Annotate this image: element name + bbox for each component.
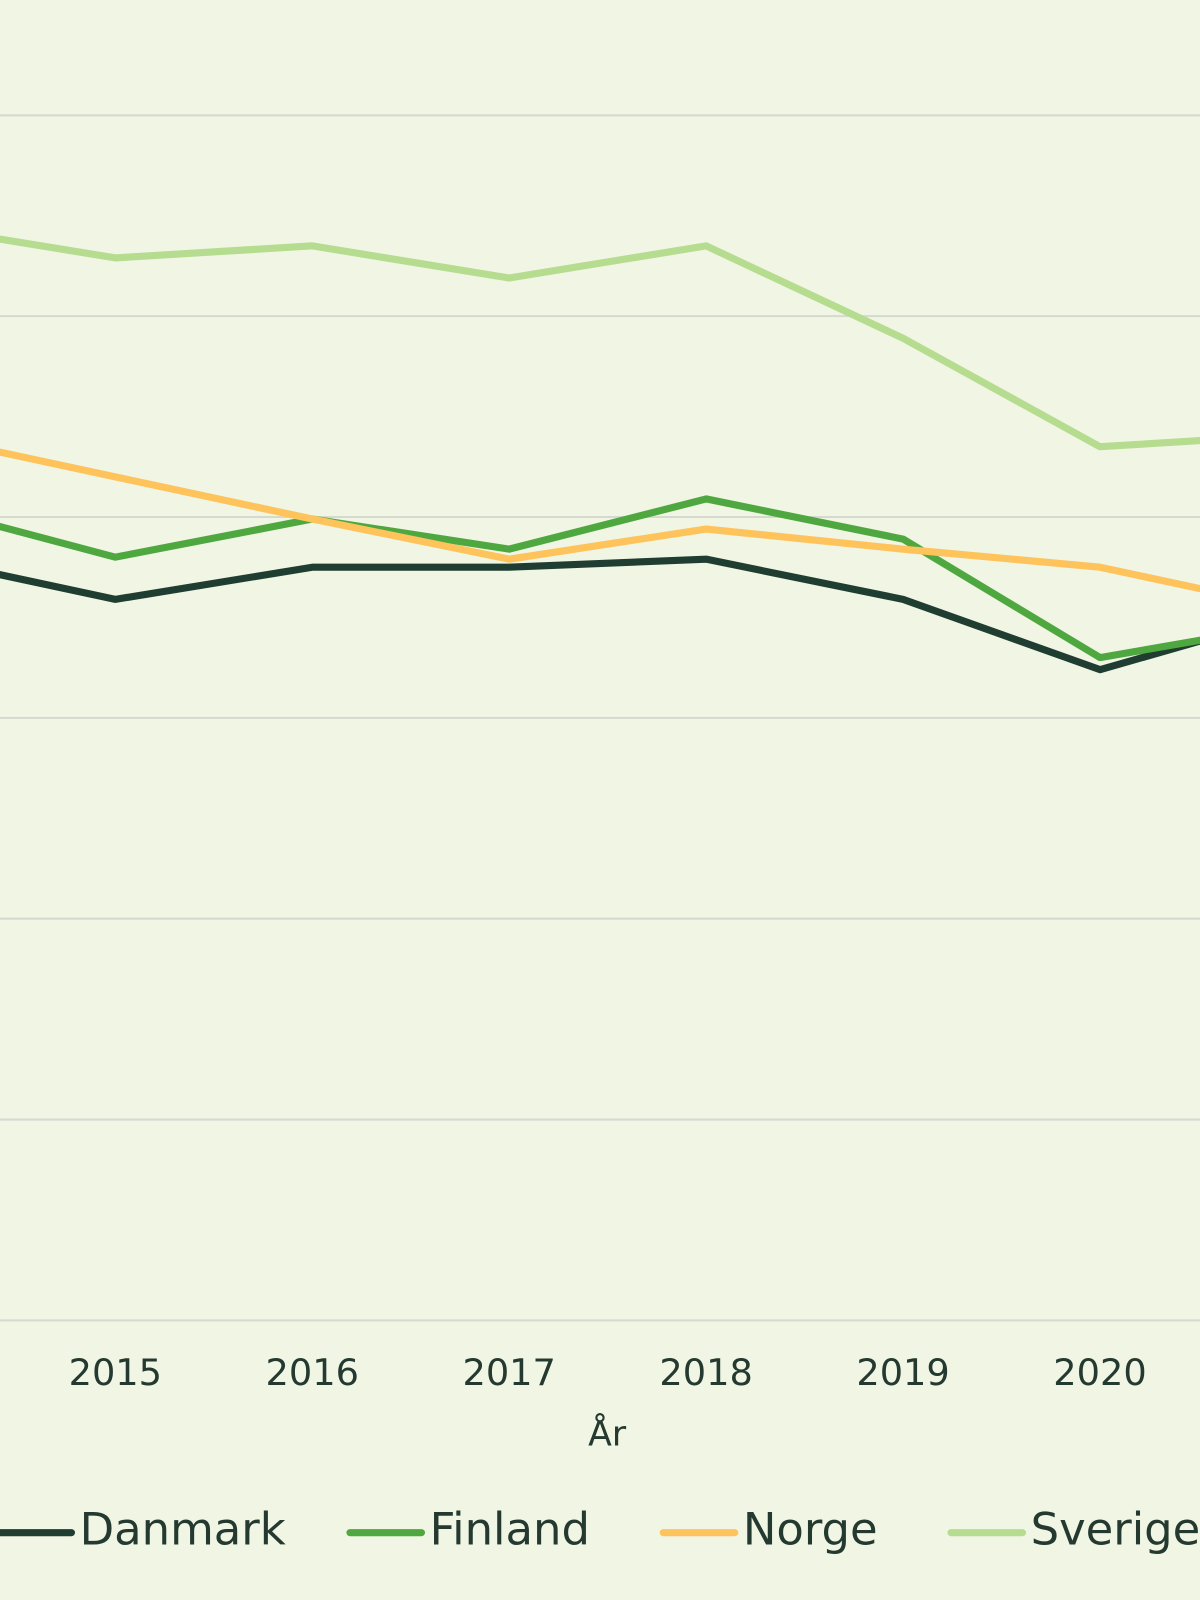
legend-label: Finland — [430, 1503, 590, 1556]
legend-label: Sverige — [1031, 1503, 1200, 1556]
x-axis-label: År — [588, 1412, 627, 1455]
series-line — [0, 235, 1200, 451]
series-line — [0, 448, 1200, 593]
x-tick-label: 2018 — [659, 1351, 752, 1394]
series-line — [0, 495, 1200, 662]
x-tick-label: 2017 — [462, 1351, 555, 1394]
x-tick-label: 2019 — [856, 1351, 949, 1394]
x-tick-label: 2016 — [266, 1351, 359, 1394]
x-tick-label: 2020 — [1053, 1351, 1146, 1394]
legend-label: Danmark — [80, 1503, 286, 1556]
series-line — [0, 555, 1200, 674]
legend-label: Norge — [743, 1503, 878, 1556]
x-tick-label: 2015 — [69, 1351, 162, 1394]
